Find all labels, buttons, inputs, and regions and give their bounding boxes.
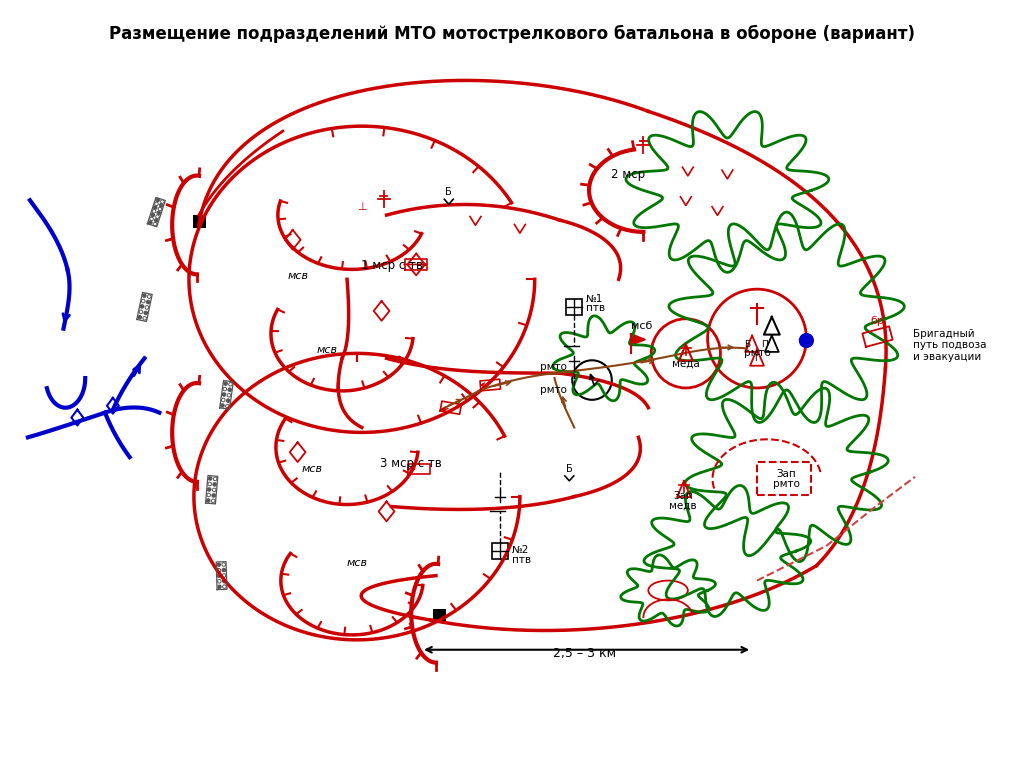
Bar	[757, 462, 811, 495]
Circle shape	[157, 211, 161, 214]
Text: мсв: мсв	[287, 271, 308, 281]
Circle shape	[222, 392, 226, 396]
Circle shape	[140, 305, 143, 308]
Text: Б: Б	[566, 464, 572, 474]
Circle shape	[138, 316, 141, 319]
Circle shape	[148, 221, 153, 224]
Bar	[566, 299, 582, 315]
Text: 2,5 – 3 км: 2,5 – 3 км	[553, 647, 615, 660]
Text: 2 мср: 2 мср	[610, 167, 645, 180]
Polygon shape	[631, 333, 645, 346]
Circle shape	[160, 204, 163, 207]
Text: рмто: рмто	[773, 478, 800, 488]
Circle shape	[207, 498, 210, 502]
Circle shape	[209, 477, 212, 480]
Circle shape	[142, 294, 146, 297]
Text: Б: Б	[744, 340, 751, 349]
Bar	[193, 215, 206, 228]
Text: 1 мср с тв: 1 мср с тв	[360, 260, 423, 273]
Circle shape	[208, 488, 211, 492]
Circle shape	[222, 579, 226, 583]
Text: мсв: мсв	[316, 346, 338, 356]
Text: птв: птв	[512, 554, 531, 564]
Text: медв: медв	[669, 501, 696, 511]
Circle shape	[217, 563, 220, 567]
Bar	[493, 543, 508, 559]
Text: мсб: мсб	[631, 321, 652, 331]
Text: 3 мср с тв: 3 мср с тв	[380, 457, 442, 470]
Circle shape	[151, 214, 155, 217]
Text: Зап: Зап	[777, 468, 797, 479]
Circle shape	[154, 206, 157, 210]
Text: Бригадный: Бригадный	[913, 329, 975, 339]
Text: Г: Г	[755, 354, 760, 362]
Text: Зап: Зап	[673, 491, 693, 501]
Circle shape	[218, 585, 221, 588]
Circle shape	[146, 300, 150, 304]
Text: ⊥: ⊥	[357, 202, 367, 212]
Text: путь подвоза: путь подвоза	[913, 340, 986, 350]
Text: мсв: мсв	[346, 558, 368, 568]
Text: Размещение подразделений МТО мотострелкового батальона в обороне (вариант): Размещение подразделений МТО мотострелко…	[109, 25, 915, 42]
Circle shape	[221, 404, 224, 407]
Text: меда: меда	[672, 358, 699, 368]
Circle shape	[155, 219, 158, 222]
Circle shape	[217, 574, 221, 578]
Text: рмто: рмто	[540, 362, 566, 372]
Circle shape	[212, 494, 215, 497]
Text: П: П	[762, 340, 768, 349]
Text: №1: №1	[586, 294, 603, 304]
Circle shape	[156, 198, 160, 202]
Circle shape	[800, 333, 813, 347]
Text: рмто: рмто	[540, 385, 566, 395]
Circle shape	[222, 568, 225, 572]
Circle shape	[213, 482, 216, 486]
Circle shape	[224, 382, 227, 386]
Text: и эвакуации: и эвакуации	[913, 353, 981, 362]
Circle shape	[144, 311, 147, 315]
Text: рмто: рмто	[743, 349, 770, 359]
Circle shape	[226, 399, 230, 402]
Circle shape	[228, 388, 231, 392]
Text: №2: №2	[512, 545, 529, 555]
Text: Б: Б	[445, 187, 453, 197]
Text: мсв: мсв	[302, 464, 323, 474]
Text: птв: птв	[586, 303, 605, 313]
Text: бр: бр	[870, 316, 885, 326]
Bar	[433, 609, 445, 622]
